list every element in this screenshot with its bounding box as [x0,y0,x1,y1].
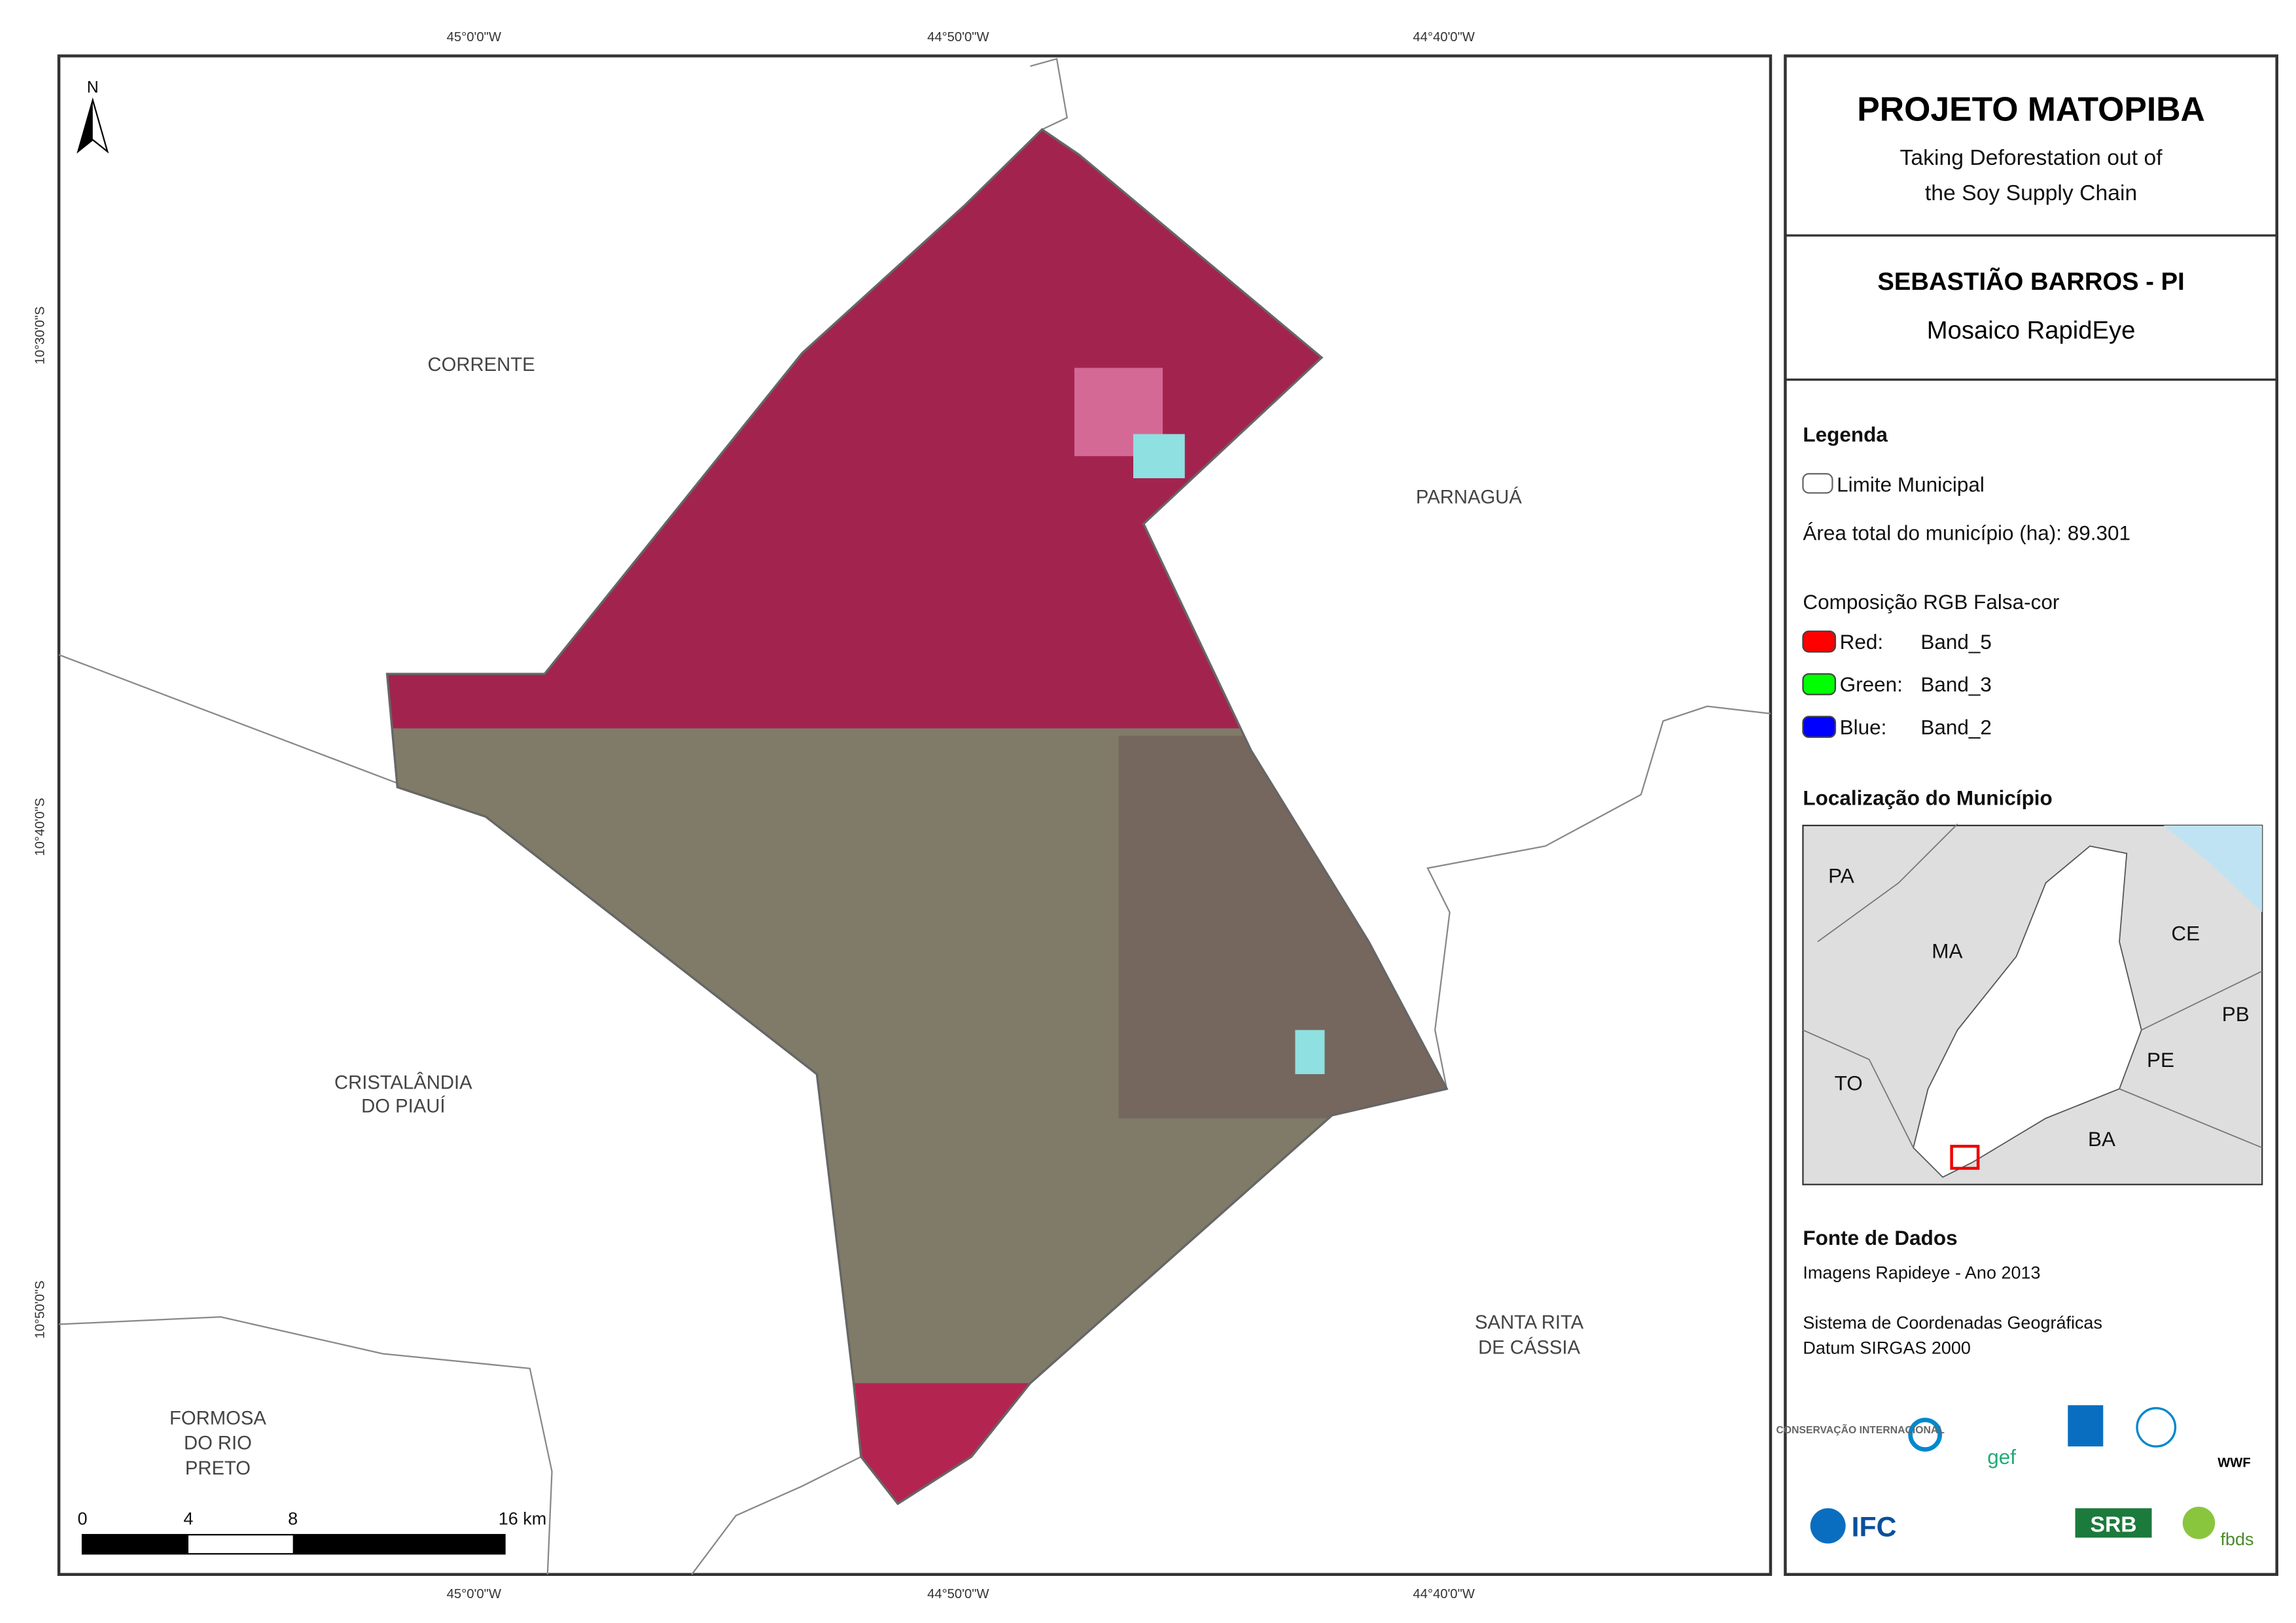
place-label: FORMOSA [169,1408,266,1429]
logo: gef [1987,1445,2016,1469]
inset-map [1802,823,2263,1185]
coord-label: 44°40'0"W [1413,30,1475,44]
boundaries [58,58,1771,1575]
municipality: SEBASTIÃO BARROS - PI [1877,267,2184,296]
mosaic: Mosaico RapidEye [1927,316,2136,344]
logo-mark [1810,1508,1846,1544]
subtitle: Taking Deforestation out of [1900,145,2163,170]
place-label: SANTA RITA [1475,1312,1584,1333]
source-line: Imagens Rapideye - Ano 2013 [1803,1263,2040,1283]
scale-label: 0 [77,1509,87,1528]
legend-swatch [1802,716,1837,739]
state-label: PA [1828,864,1854,888]
logo: SRB [2090,1512,2136,1537]
logo-mark [2182,1507,2216,1539]
north-label: N [87,79,99,97]
state-label: TO [1835,1072,1863,1095]
logo-mark [2136,1406,2177,1448]
logo: fbds [2220,1529,2253,1549]
state-label: MA [1932,939,1962,962]
band-channel: Red: [1840,630,1884,654]
subtitle: the Soy Supply Chain [1925,181,2137,205]
title: PROJETO MATOPIBA [1857,90,2205,128]
legend-item: Composição RGB Falsa-cor [1803,590,2059,614]
location-heading: Localização do Município [1803,786,2052,809]
place-label: DE CÁSSIA [1478,1336,1580,1358]
band-name: Band_3 [1920,672,1992,696]
coord-label: 10°30'0"S [33,306,48,364]
legend-item: Área total do município (ha): 89.301 [1803,521,2130,545]
logo: WWF [2217,1456,2251,1471]
state-label: BA [2088,1127,2115,1151]
source-line: Sistema de Coordenadas Geográficas [1803,1313,2102,1333]
band-channel: Blue: [1840,715,1887,739]
band-channel: Green: [1840,672,1903,696]
source-line: Datum SIRGAS 2000 [1803,1338,1970,1357]
band-name: Band_2 [1920,715,1992,739]
state-label: PE [2147,1048,2174,1072]
scale-label: 8 [288,1509,298,1528]
logo: IFC [1852,1511,1897,1543]
coord-label: 10°40'0"S [33,798,48,856]
logo-mark [2075,1508,2152,1538]
coord-label: 44°40'0"W [1413,1587,1475,1601]
scale-label: 16 km [499,1509,546,1528]
place-label: DO PIAUÍ [361,1095,446,1117]
logo-mark [1908,1418,1943,1452]
coord-label: 44°50'0"W [927,1587,989,1601]
municipal-boundary [385,128,1449,1506]
coord-label: 10°50'0"S [33,1280,48,1338]
legend-heading: Legenda [1803,423,1888,446]
scale-bar [81,1533,506,1555]
legend-swatch [1802,673,1837,695]
legend-swatch [1802,473,1833,494]
place-label: CRISTALÂNDIA [334,1072,472,1093]
coord-label: 45°0'0"W [447,1587,502,1601]
legend-swatch [1802,630,1837,653]
coord-label: 44°50'0"W [927,30,989,44]
logo-mark [2068,1405,2104,1447]
state-label: CE [2171,921,2200,945]
info-panel [1784,54,2278,1577]
place-label: PRETO [185,1458,251,1479]
place-label: DO RIO [184,1433,252,1454]
sources-heading: Fonte de Dados [1803,1226,1957,1249]
state-label: PB [2222,1002,2250,1026]
place-label: CORRENTE [428,355,535,375]
legend-item: Limite Municipal [1837,472,1985,496]
logo: CONSERVAÇÃO INTERNACIONAL [1776,1423,1945,1436]
place-label: PARNAGUÁ [1416,486,1522,508]
band-name: Band_5 [1920,630,1992,654]
coord-label: 45°0'0"W [447,30,502,44]
scale-label: 4 [183,1509,193,1528]
